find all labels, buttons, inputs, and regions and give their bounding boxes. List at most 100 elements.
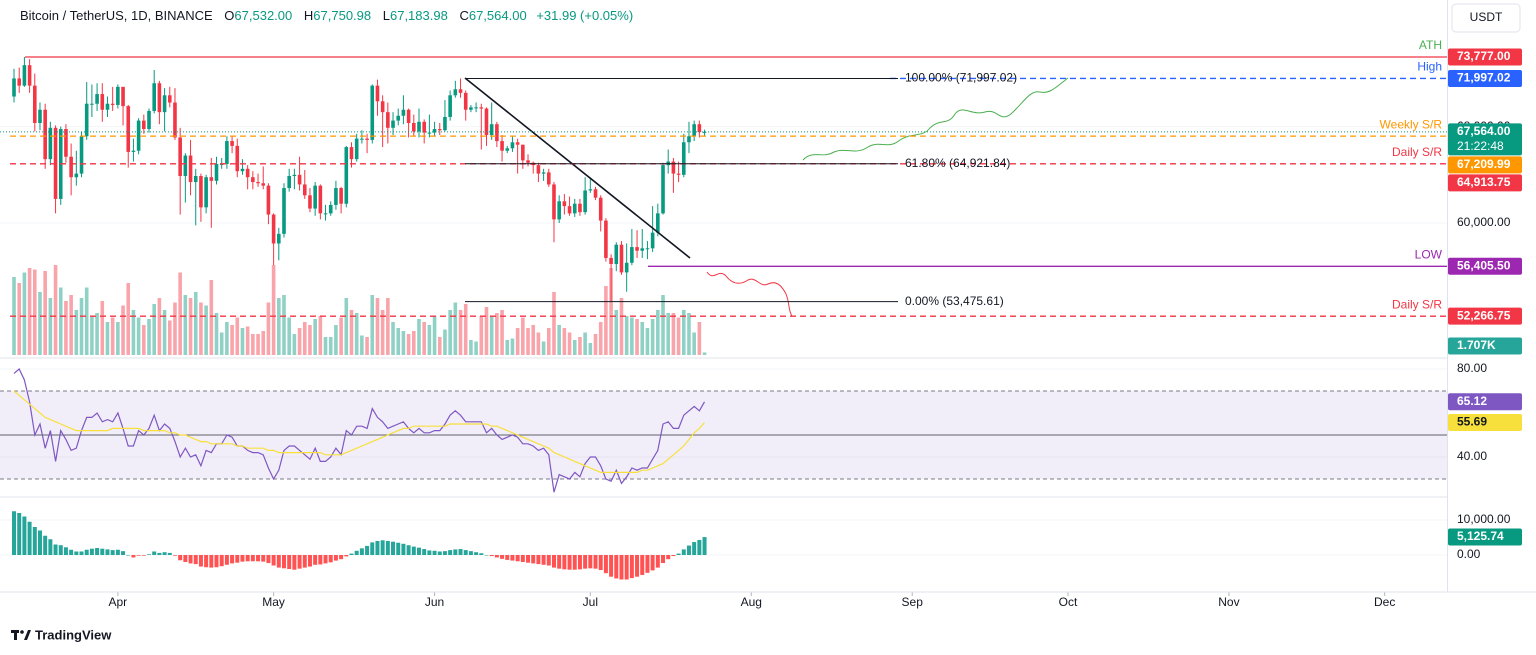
candle-body (557, 201, 561, 220)
volume-bar (323, 337, 328, 355)
candle-body (656, 213, 660, 233)
axis-value-label: 5,125.74 (1457, 529, 1504, 543)
candle-body (572, 203, 577, 214)
volume-bar (53, 265, 58, 355)
volume-bar (365, 337, 369, 355)
volume-bar (178, 272, 182, 355)
fib-label: 0.00% (53,475.61) (905, 294, 1004, 308)
currency-button[interactable] (1451, 3, 1521, 33)
macd-bar (333, 554, 338, 561)
macd-bar (157, 552, 162, 555)
macd-bar (198, 554, 203, 567)
axis-value-label: 67,209.99 (1457, 157, 1511, 171)
volume-bar (100, 301, 105, 355)
candle-body (344, 147, 349, 204)
macd-bar (603, 554, 608, 574)
macd-bar (63, 547, 68, 555)
x-tick-label: Nov (1218, 595, 1239, 609)
macd-bar (391, 541, 396, 555)
axis-value-box (1448, 307, 1522, 325)
candle-body (84, 103, 89, 137)
macd-bar (110, 550, 115, 555)
candle-body (313, 185, 317, 209)
macd-bar (468, 551, 473, 555)
volume-bar (474, 341, 478, 355)
macd-bar (219, 554, 224, 567)
level-label: Daily S/R (1392, 297, 1442, 311)
macd-bar (69, 549, 74, 555)
candle-body (521, 144, 525, 161)
volume-bar (681, 310, 686, 355)
volume-bar (624, 316, 629, 355)
volume-bar (458, 310, 463, 355)
macd-bar (261, 554, 266, 562)
volume-bar (469, 340, 473, 355)
candle-body (95, 94, 99, 104)
macd-bar (396, 542, 401, 555)
volume-bar (697, 322, 702, 355)
marks-layer (12, 57, 707, 580)
x-tick-label: Apr (109, 595, 128, 609)
candle-body (271, 214, 276, 244)
macd-bar (520, 554, 525, 562)
macd-bar (401, 543, 406, 555)
volume-bar (417, 319, 421, 355)
macd-bar (448, 550, 453, 555)
candle-body (495, 124, 499, 142)
volume-bar (292, 334, 297, 355)
macd-bar (297, 554, 302, 569)
macd-bar (121, 551, 126, 555)
axis-value-label: 56,405.50 (1457, 258, 1511, 272)
candle-body (448, 95, 452, 117)
volume-bar (188, 298, 193, 355)
volume-bar (666, 313, 671, 355)
macd-bar (147, 554, 152, 555)
volume-bar (635, 319, 639, 355)
macd-bar (245, 554, 250, 562)
macd-bar (609, 554, 614, 577)
candle-body (479, 107, 484, 109)
volume-bar (463, 304, 468, 355)
candle-body (541, 172, 546, 174)
candle-body (266, 185, 271, 215)
x-tick-label: Jun (425, 595, 444, 609)
macd-bar (152, 551, 157, 555)
volume-bar (157, 298, 162, 355)
volume-bar (505, 340, 510, 355)
macd-bar (484, 554, 489, 556)
candle-body (614, 244, 619, 264)
candle-body (370, 85, 375, 140)
axis-layer: AprMayJunJulAugSepOctNovDec60,000.0068,0… (109, 48, 1522, 609)
ohlc-value: 67,564.00 (469, 8, 527, 23)
y-tick-label: 40.00 (1457, 449, 1487, 463)
macd-bar (79, 551, 84, 555)
macd-bar (183, 554, 188, 562)
volume-bar (90, 316, 94, 355)
macd-bar (666, 554, 671, 560)
y-tick-label: 10,000.00 (1457, 512, 1511, 526)
macd-bar (676, 553, 681, 555)
y-tick-label: 60,000.00 (1457, 215, 1511, 229)
macd-bar (354, 550, 359, 555)
candle-body (142, 120, 146, 130)
y-tick-label: 80.00 (1457, 361, 1487, 375)
macd-bar (411, 546, 416, 555)
brand: TradingView (35, 627, 112, 642)
volume-bar (48, 298, 53, 355)
macd-bar (224, 554, 229, 565)
candle-body (489, 124, 494, 136)
macd-bar (562, 554, 567, 570)
candle-body (619, 244, 624, 273)
volume-bar (375, 298, 380, 355)
rsi-line (13, 368, 706, 493)
volume-bar (27, 268, 32, 355)
macd-bar (136, 554, 141, 556)
candle-body (74, 173, 79, 178)
volume-bar (193, 292, 198, 355)
volume-bar (79, 298, 84, 355)
candle-body (121, 86, 125, 107)
currency[interactable]: USDT (1470, 10, 1503, 24)
x-tick-label: Jul (583, 595, 598, 609)
candle-body (339, 188, 343, 204)
volume-bar (297, 328, 302, 355)
